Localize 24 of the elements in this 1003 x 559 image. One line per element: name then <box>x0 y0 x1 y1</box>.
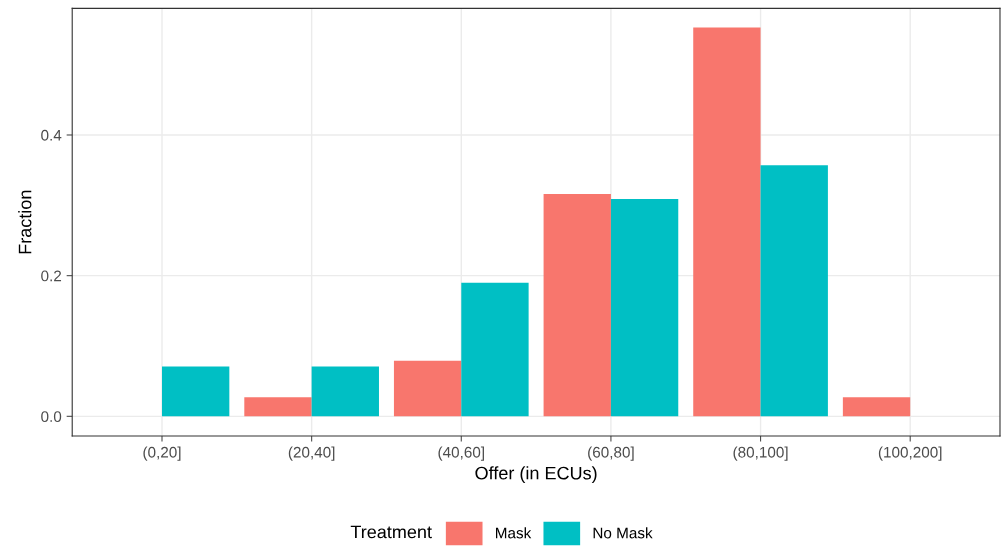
bar <box>693 27 761 417</box>
bar <box>461 282 529 417</box>
legend-label: Mask <box>496 527 532 539</box>
bar <box>244 397 312 417</box>
bar <box>162 366 230 417</box>
y-tick-label: 0.0 <box>41 411 62 423</box>
legend-label: No Mask <box>593 527 653 539</box>
x-tick-label: (40,60] <box>438 446 484 461</box>
x-tick-label: (100,200] <box>878 446 942 461</box>
x-tick-label: (80,100] <box>733 446 788 461</box>
x-tick-label: (20,40] <box>288 446 335 461</box>
x-axis-title: Offer (in ECUs) <box>475 466 597 484</box>
x-tick-label: (60,80] <box>588 446 634 461</box>
x-tick-label: (0,20] <box>143 446 181 461</box>
y-axis-title: Fraction <box>18 190 32 254</box>
bar <box>311 366 379 417</box>
bar <box>393 360 462 417</box>
bar <box>760 165 828 417</box>
bar <box>543 194 611 417</box>
bar <box>842 397 911 417</box>
y-tick-label: 0.2 <box>41 270 62 282</box>
bar <box>610 198 679 417</box>
legend-title: Treatment <box>350 525 432 539</box>
y-tick-label: 0.4 <box>41 129 62 141</box>
